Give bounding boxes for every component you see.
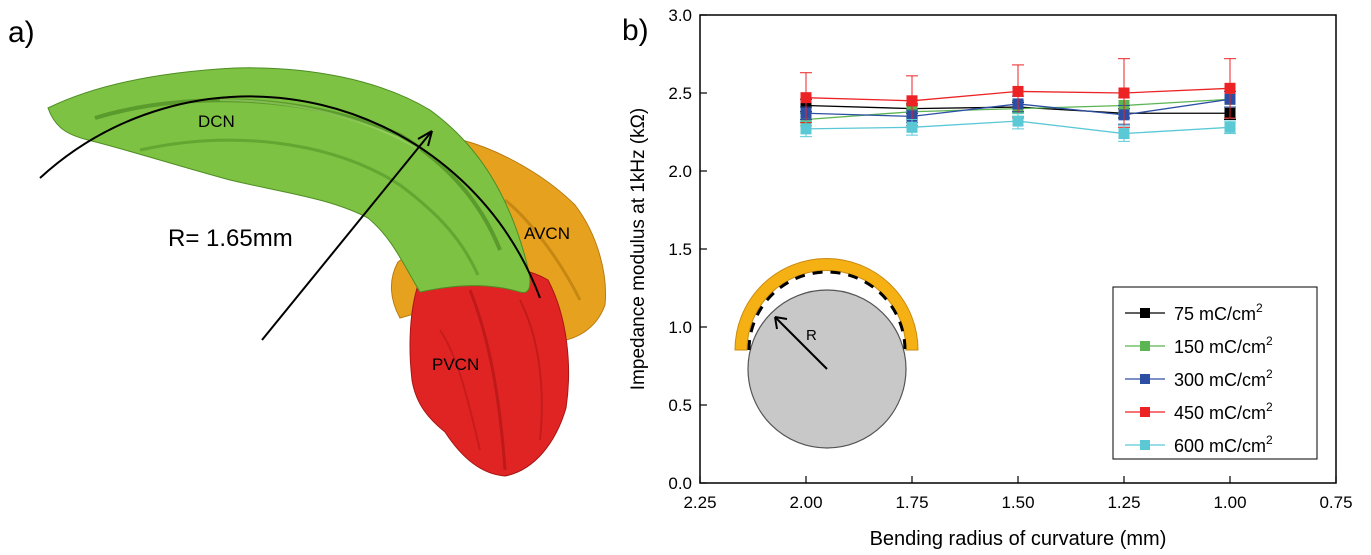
data-point — [1224, 121, 1236, 133]
pvcn-label: PVCN — [432, 355, 479, 374]
data-point — [1012, 85, 1024, 97]
radius-label: R= 1.65mm — [168, 225, 293, 252]
legend-label-superscript: 2 — [1266, 433, 1273, 447]
legend-label: 450 mC/cm2 — [1174, 400, 1273, 423]
x-tick-label: 1.75 — [895, 493, 928, 512]
legend-marker — [1140, 341, 1150, 351]
y-axis-ticks: 0.0 0.5 1.0 1.5 2.0 2.5 3.0 — [668, 6, 707, 493]
legend-label: 300 mC/cm2 — [1174, 367, 1273, 390]
y-tick-label: 0.0 — [668, 474, 692, 493]
inset-radius-arrow — [774, 316, 828, 370]
electrode-dashes — [747, 270, 907, 351]
data-point — [906, 121, 918, 133]
legend-label-superscript: 2 — [1266, 367, 1273, 381]
data-point — [1224, 82, 1236, 94]
y-tick-label: 1.5 — [668, 240, 692, 259]
legend-label-text: 600 mC/cm — [1174, 436, 1266, 456]
panel-a: a) DCN AVCN PVCN R= 1.65mm — [8, 16, 606, 477]
legend-label-superscript: 2 — [1266, 334, 1273, 348]
legend-item: 150 mC/cm2 — [1125, 334, 1273, 357]
y-tick-label: 2.5 — [668, 84, 692, 103]
legend-label-superscript: 2 — [1256, 301, 1263, 315]
data-point — [800, 123, 812, 135]
series-3 — [800, 58, 1236, 128]
series-layer — [800, 58, 1236, 142]
legend-label: 150 mC/cm2 — [1174, 334, 1273, 357]
legend-item: 600 mC/cm2 — [1125, 433, 1273, 456]
y-tick-label: 0.5 — [668, 396, 692, 415]
data-point — [906, 95, 918, 107]
legend-marker — [1140, 308, 1150, 318]
dcn-region — [47, 67, 531, 294]
panel-b-label: b) — [622, 14, 649, 47]
legend-label-text: 75 mC/cm — [1174, 304, 1256, 324]
curvature-arc — [39, 95, 541, 299]
legend-label-superscript: 2 — [1266, 400, 1273, 414]
x-tick-label: 1.50 — [1001, 493, 1034, 512]
y-tick-label: 1.0 — [668, 318, 692, 337]
x-axis-ticks: 2.25 2.00 1.75 1.50 1.25 1.00 0.75 — [683, 476, 1353, 512]
legend-marker — [1140, 374, 1150, 384]
legend-item: 75 mC/cm2 — [1125, 301, 1263, 324]
film-strip — [734, 258, 919, 351]
x-tick-label: 2.25 — [683, 493, 716, 512]
x-axis-title: Bending radius of curvature (mm) — [870, 528, 1167, 550]
x-tick-label: 1.00 — [1213, 493, 1246, 512]
data-point — [1012, 115, 1024, 127]
radius-arrow — [261, 130, 433, 341]
legend-label-text: 450 mC/cm — [1174, 403, 1266, 423]
legend-item: 450 mC/cm2 — [1125, 400, 1273, 423]
y-tick-label: 2.0 — [668, 162, 692, 181]
legend-label-text: 300 mC/cm — [1174, 370, 1266, 390]
series-4 — [800, 112, 1236, 142]
x-tick-label: 2.00 — [789, 493, 822, 512]
legend-marker — [1140, 440, 1150, 450]
inset-radius-label: R — [806, 327, 817, 344]
panel-b: b) 2.25 2.00 1.75 1.50 1.25 1.00 0.75 0.0 0.5 1.… — [622, 6, 1353, 550]
legend-marker — [1140, 407, 1150, 417]
data-point — [800, 92, 812, 104]
y-axis-title: Impedance modulus at 1kHz (kΩ) — [628, 108, 649, 390]
bending-schematic-inset: R — [734, 258, 919, 449]
x-tick-label: 0.75 — [1319, 493, 1352, 512]
dcn-label: DCN — [198, 112, 235, 131]
x-tick-label: 1.25 — [1107, 493, 1140, 512]
data-point — [1118, 128, 1130, 140]
legend-item: 300 mC/cm2 — [1125, 367, 1273, 390]
data-point — [1118, 87, 1130, 99]
avcn-label: AVCN — [524, 224, 570, 243]
panel-a-label: a) — [8, 16, 35, 49]
y-tick-label: 3.0 — [668, 6, 692, 25]
legend-label: 600 mC/cm2 — [1174, 433, 1273, 456]
legend-label: 75 mC/cm2 — [1174, 301, 1263, 324]
legend-label-text: 150 mC/cm — [1174, 337, 1266, 357]
